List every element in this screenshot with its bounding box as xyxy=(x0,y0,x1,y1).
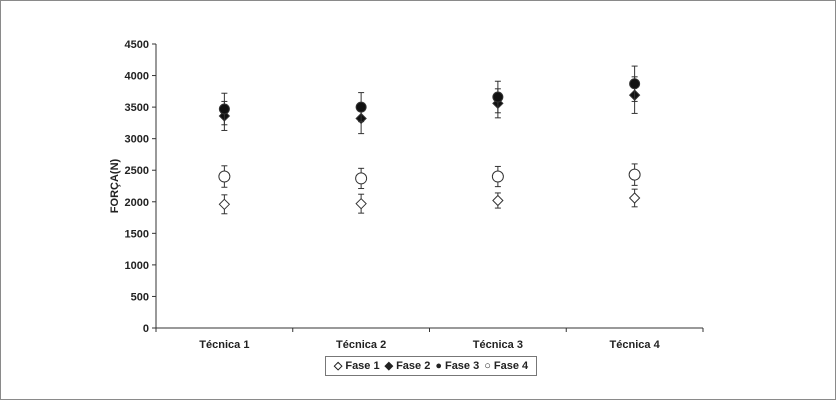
y-tick-label: 1500 xyxy=(125,228,149,240)
y-tick-label: 3000 xyxy=(125,134,149,146)
data-point-fase-3 xyxy=(218,103,230,115)
data-point-fase-1 xyxy=(355,197,367,210)
legend-label: Fase 4 xyxy=(493,360,529,372)
legend-item-fase-3: ● Fase 3 xyxy=(435,360,479,372)
data-point-fase-3 xyxy=(492,91,504,103)
y-tick-label: 1000 xyxy=(125,260,149,272)
y-tick-label: 2500 xyxy=(125,165,149,177)
legend-item-fase-2: ◆ Fase 2 xyxy=(385,360,431,372)
data-point-fase-1 xyxy=(492,194,504,207)
y-tick-label: 2000 xyxy=(125,197,149,209)
x-tick-label: Técnica 1 xyxy=(199,339,249,351)
y-tick-label: 500 xyxy=(131,291,149,303)
data-point-fase-3 xyxy=(355,101,367,113)
data-point-fase-4 xyxy=(628,168,641,181)
data-point-fase-4 xyxy=(355,172,368,185)
y-tick-label: 4000 xyxy=(125,71,149,83)
legend: ◇ Fase 1 ◆ Fase 2 ● Fase 3 ○ Fase 4 xyxy=(325,356,537,376)
data-point-fase-1 xyxy=(218,198,231,211)
data-point-fase-3 xyxy=(629,78,641,90)
data-point-fase-4 xyxy=(491,170,504,183)
y-tick-label: 3500 xyxy=(125,102,149,114)
y-axis-label: FORÇA(N) xyxy=(109,158,121,213)
x-tick-label: Técnica 3 xyxy=(473,339,523,351)
data-point-fase-1 xyxy=(628,192,641,204)
circle-open-icon: ○ xyxy=(484,359,491,372)
legend-label: Fase 3 xyxy=(444,360,480,372)
legend-label: Fase 2 xyxy=(396,360,431,372)
diamond-filled-icon: ◆ xyxy=(384,359,394,372)
data-point-fase-4 xyxy=(218,170,231,183)
y-tick-label: 4500 xyxy=(125,39,149,51)
x-tick-label: Técnica 2 xyxy=(336,339,386,351)
circle-filled-icon: ● xyxy=(435,359,442,372)
diamond-open-icon: ◇ xyxy=(333,359,343,372)
x-tick-label: Técnica 4 xyxy=(610,339,661,351)
legend-item-fase-1: ◇ Fase 1 xyxy=(334,360,380,372)
y-tick-label: 0 xyxy=(143,323,149,335)
legend-label: Fase 1 xyxy=(345,360,380,372)
legend-item-fase-4: ○ Fase 4 xyxy=(484,360,528,372)
